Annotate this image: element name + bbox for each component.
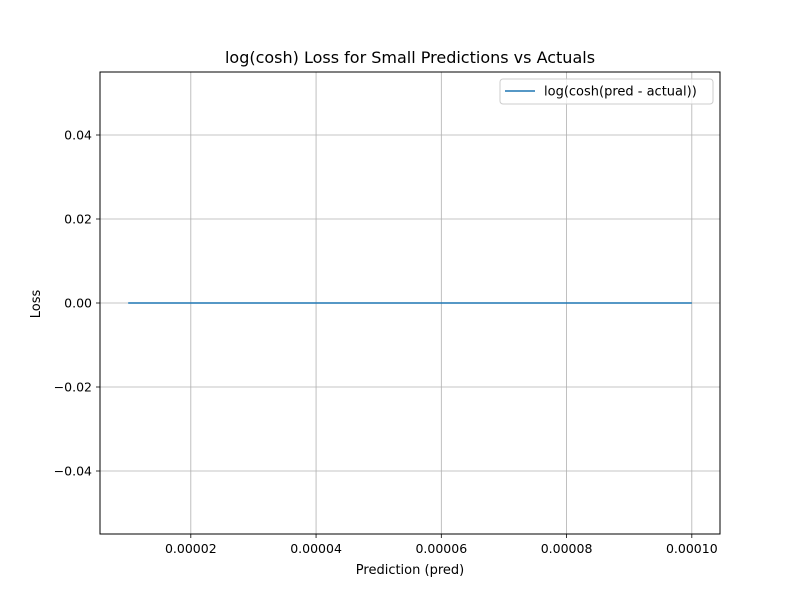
y-axis-label: Loss	[29, 290, 44, 319]
x-tick-label: 0.00010	[666, 541, 718, 556]
x-axis-label: Prediction (pred)	[356, 563, 464, 578]
y-axis-ticks: −0.04 −0.02 0.00 0.02 0.04	[54, 128, 100, 479]
legend: log(cosh(pred - actual))	[499, 78, 714, 105]
x-tick-label: 0.00008	[541, 541, 593, 556]
chart-title: log(cosh) Loss for Small Predictions vs …	[225, 48, 595, 67]
y-tick-label: 0.02	[64, 212, 92, 227]
x-tick-label: 0.00004	[290, 541, 342, 556]
x-tick-label: 0.00002	[165, 541, 217, 556]
y-tick-label: −0.02	[54, 380, 92, 395]
y-tick-label: 0.04	[64, 128, 92, 143]
x-tick-label: 0.00006	[415, 541, 467, 556]
x-axis-ticks: 0.00002 0.00004 0.00006 0.00008 0.00010	[165, 534, 718, 556]
y-tick-label: 0.00	[64, 296, 92, 311]
y-tick-label: −0.04	[54, 464, 92, 479]
legend-box	[499, 78, 714, 105]
legend-label: log(cosh(pred - actual))	[544, 85, 697, 100]
